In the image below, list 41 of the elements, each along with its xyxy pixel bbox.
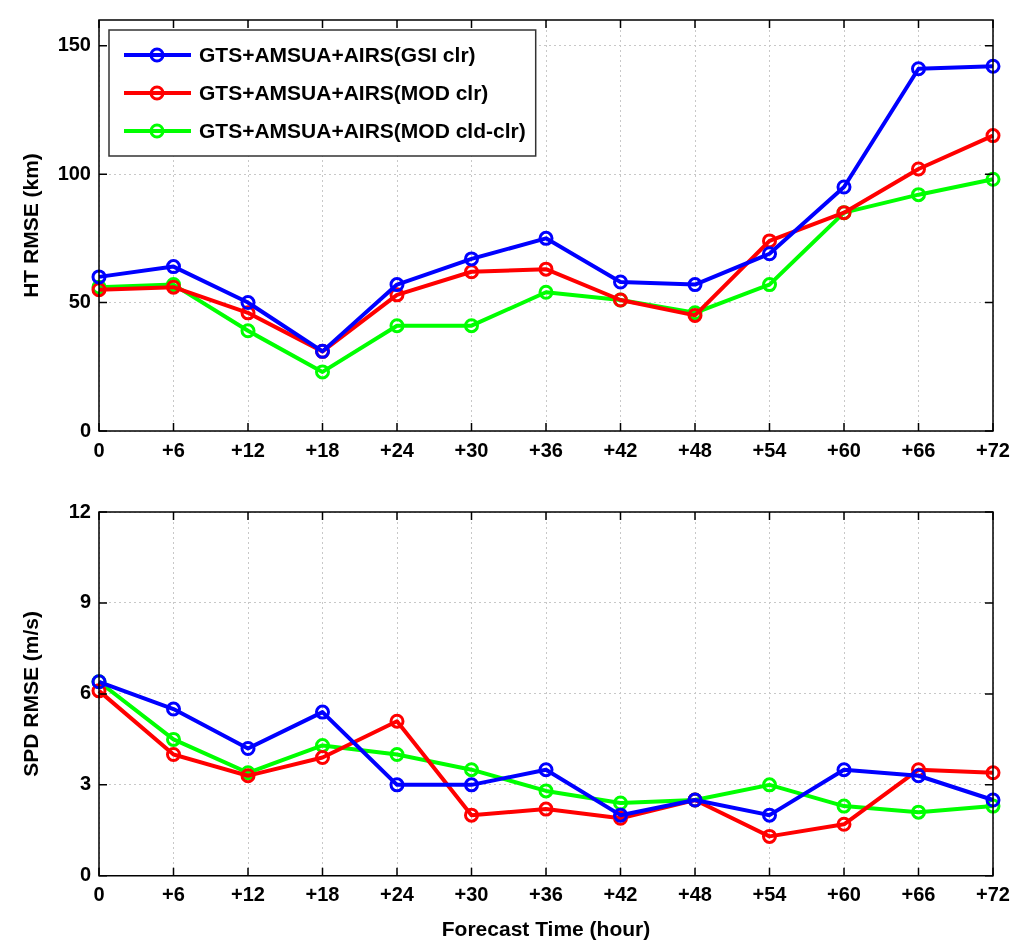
x-tick-label: 0 xyxy=(93,883,105,906)
y-tick-label: 9 xyxy=(79,590,91,613)
x-tick-label: +36 xyxy=(529,883,563,906)
legend-label: GTS+AMSUA+AIRS(MOD cld-clr) xyxy=(199,118,526,142)
x-tick-label: +66 xyxy=(901,438,936,461)
x-tick-label: +66 xyxy=(901,883,936,906)
legend-label: GTS+AMSUA+AIRS(MOD clr) xyxy=(199,80,489,104)
y-axis-title: SPD RMSE (m/s) xyxy=(19,611,43,777)
x-tick-label: +30 xyxy=(454,438,489,461)
x-tick-label: +12 xyxy=(231,438,265,461)
x-tick-label: +36 xyxy=(529,438,563,461)
x-tick-label: +30 xyxy=(454,883,489,906)
x-axis-title: Forecast Time (hour) xyxy=(441,917,651,941)
x-tick-label: +48 xyxy=(678,883,712,906)
x-tick-label: +24 xyxy=(380,438,415,461)
y-tick-label: 0 xyxy=(79,863,91,886)
x-tick-label: +42 xyxy=(603,438,638,461)
x-tick-label: +72 xyxy=(976,438,1010,461)
y-tick-label: 6 xyxy=(79,681,91,704)
y-tick-label: 3 xyxy=(79,772,91,795)
y-tick-label: 150 xyxy=(57,33,91,56)
x-tick-label: +18 xyxy=(305,883,340,906)
y-tick-label: 50 xyxy=(68,290,91,313)
x-tick-label: +54 xyxy=(752,883,788,906)
x-tick-label: +72 xyxy=(976,883,1010,906)
x-tick-label: +18 xyxy=(305,438,340,461)
legend-label: GTS+AMSUA+AIRS(GSI clr) xyxy=(199,42,476,66)
y-axis-title: HT RMSE (km) xyxy=(19,153,43,298)
x-tick-label: +60 xyxy=(827,883,861,906)
x-tick-label: 0 xyxy=(93,438,105,461)
x-tick-label: +12 xyxy=(231,883,265,906)
x-tick-label: +42 xyxy=(603,883,638,906)
x-tick-label: +60 xyxy=(827,438,861,461)
y-tick-label: 12 xyxy=(68,499,91,522)
y-tick-label: 100 xyxy=(57,161,91,184)
x-tick-label: +54 xyxy=(752,438,788,461)
x-tick-label: +6 xyxy=(162,883,185,906)
x-tick-label: +24 xyxy=(380,883,415,906)
x-tick-label: +48 xyxy=(678,438,712,461)
x-tick-label: +6 xyxy=(162,438,185,461)
y-tick-label: 0 xyxy=(79,418,91,441)
